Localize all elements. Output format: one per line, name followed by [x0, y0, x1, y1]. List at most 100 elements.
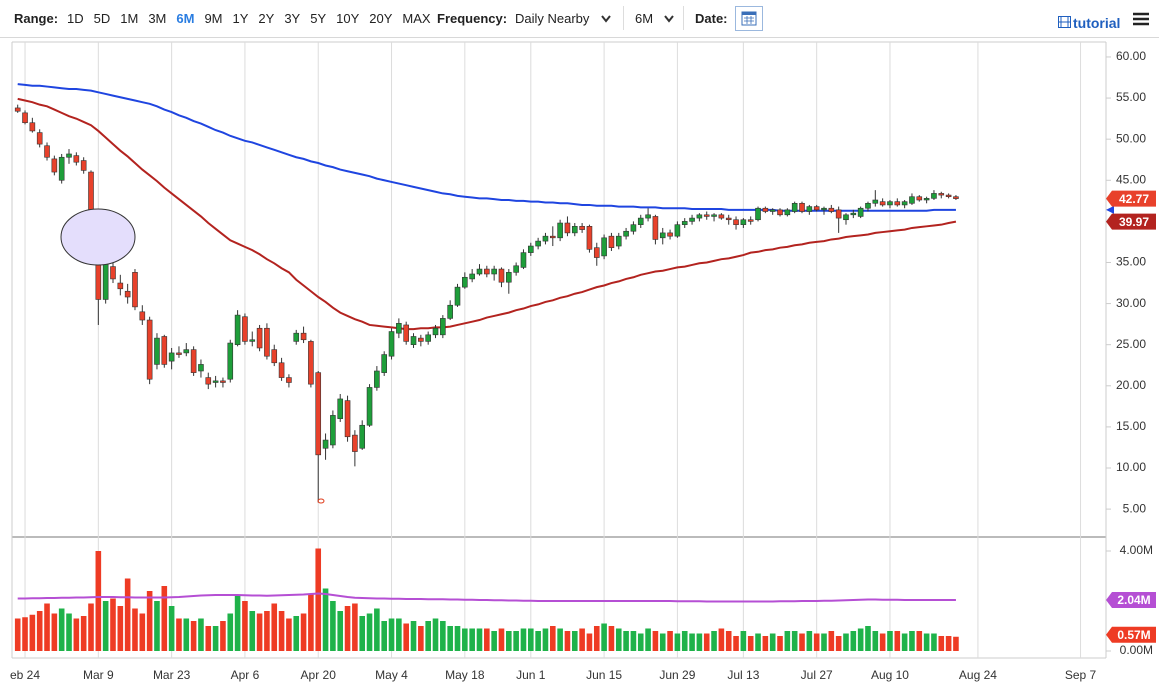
volume-bar: [88, 603, 94, 651]
candle-body: [564, 222, 571, 234]
candle-body: [88, 171, 94, 214]
tutorial-link[interactable]: tutorial: [1073, 15, 1121, 31]
candle-body: [799, 202, 805, 212]
volume-bar: [513, 631, 519, 651]
range-button[interactable]: 20Y: [369, 11, 393, 26]
x-tick-label: Sep 7: [1065, 668, 1097, 682]
candle-body: [586, 226, 593, 250]
volume-bar: [909, 631, 915, 651]
volume-bar: [564, 631, 571, 651]
volume-bar: [637, 633, 644, 651]
volume-bar: [740, 631, 747, 651]
frequency-select[interactable]: Daily Nearby: [515, 11, 590, 26]
chevron: [601, 15, 611, 23]
tutorial-icon: [1058, 16, 1071, 28]
volume-bar: [938, 636, 945, 651]
separator: [683, 6, 684, 30]
candle-body: [506, 272, 512, 283]
range-button[interactable]: 5Y: [310, 11, 327, 26]
volume-bar: [623, 631, 629, 651]
short-average-tag: 39.97: [1119, 215, 1149, 229]
range-button[interactable]: 2Y: [258, 11, 275, 26]
range-button[interactable]: 1M: [120, 11, 139, 26]
candle-body: [630, 224, 637, 232]
short-average-tag-box: [1106, 213, 1156, 230]
volume-bar: [762, 636, 769, 651]
candle-body: [264, 327, 270, 357]
range-button[interactable]: 5D: [93, 11, 111, 26]
range-button[interactable]: 3Y: [284, 11, 301, 26]
calendar-button[interactable]: [735, 6, 763, 31]
volume-bar: [777, 636, 783, 651]
x-tick-label: May 18: [445, 668, 485, 682]
x-tick-label: Jun 29: [659, 668, 695, 682]
volume-bar: [110, 598, 116, 651]
candle-body: [36, 132, 43, 145]
candle-body: [857, 207, 864, 217]
candle-body: [73, 155, 80, 163]
candle-body: [190, 349, 197, 373]
volume-bar: [879, 633, 886, 651]
candle-body: [615, 235, 622, 247]
volume-bar: [696, 633, 703, 651]
volume-bar: [286, 618, 292, 651]
volume-bar: [667, 631, 673, 651]
range-button[interactable]: 3M: [148, 11, 167, 26]
volume-bar: [769, 633, 776, 651]
candle-body: [330, 415, 336, 446]
volume-bar: [168, 606, 175, 651]
menu-button[interactable]: [1133, 12, 1149, 26]
candle-body: [366, 387, 373, 426]
volume-bar: [374, 608, 380, 651]
candle-body: [916, 196, 923, 201]
volume-bar: [923, 633, 930, 651]
x-tick-label: Aug 10: [871, 668, 909, 682]
volume-bar: [725, 631, 732, 651]
volume-bar: [674, 633, 681, 651]
range-button[interactable]: MAX: [402, 11, 431, 26]
candle-body: [755, 207, 761, 221]
candle-body: [234, 314, 241, 345]
volume-bar: [176, 618, 182, 651]
volume-bar: [615, 628, 622, 651]
candle-body: [828, 207, 835, 212]
candle-body: [352, 434, 358, 452]
volume-bar: [835, 636, 842, 651]
candle-body: [718, 214, 725, 219]
candle-body: [887, 201, 893, 206]
volume-bar: [220, 621, 226, 651]
volume-bar: [256, 613, 263, 651]
candle-body: [557, 222, 563, 239]
x-tick-label: Apr 20: [301, 668, 337, 682]
volume-bar: [813, 633, 820, 651]
candle-body: [747, 219, 754, 222]
volume-bar: [916, 631, 923, 651]
volume-bar: [689, 633, 695, 651]
x-tick-label: Aug 24: [959, 668, 997, 682]
range-button[interactable]: 1D: [67, 11, 84, 26]
volume-average-tag-box: [1106, 592, 1156, 608]
candle-body: [432, 327, 439, 336]
range-button[interactable]: 10Y: [336, 11, 360, 26]
volume-bar: [791, 631, 798, 651]
candle-body: [667, 232, 673, 237]
x-tick-label: Jul 13: [727, 668, 759, 682]
volume-bar: [850, 631, 857, 651]
range-button[interactable]: 9M: [204, 11, 223, 26]
range-button[interactable]: 1Y: [232, 11, 249, 26]
y-tick-label: 60.00: [1116, 49, 1146, 63]
period-select[interactable]: 6M: [635, 11, 654, 26]
candle-body: [601, 237, 607, 257]
volume-bar: [711, 631, 717, 651]
frequency-label: Frequency:: [437, 11, 508, 26]
volume-bar: [36, 611, 43, 651]
volume-bar: [799, 633, 805, 651]
candle-body: [205, 377, 212, 385]
candle-body: [271, 349, 278, 364]
range-button[interactable]: 6M: [176, 11, 195, 26]
candle-body: [300, 332, 307, 341]
y-tick-label: 45.00: [1116, 172, 1146, 186]
candle-body: [249, 339, 256, 342]
candle-body: [931, 193, 937, 199]
